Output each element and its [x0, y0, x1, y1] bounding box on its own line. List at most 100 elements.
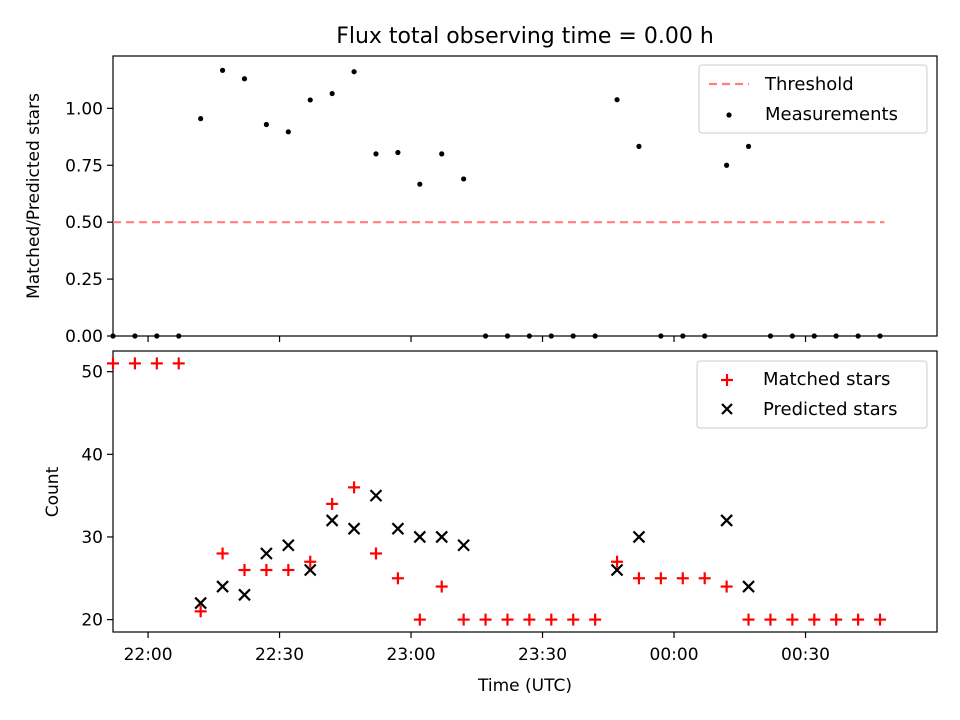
legend-measurements-label: Measurements: [765, 104, 898, 125]
matched-star-marker: [720, 580, 733, 593]
matched-star-marker: [216, 547, 229, 560]
predicted-star-marker: [369, 489, 383, 502]
bottom-plot-marks: [107, 357, 887, 626]
predicted-star-marker: [413, 530, 427, 544]
measurement-point: [241, 76, 248, 82]
matched-star-marker: [523, 613, 536, 626]
matched-star-marker: [369, 547, 382, 560]
matched-star-marker: [632, 572, 645, 585]
predicted-star-marker: [457, 538, 470, 552]
measurement-point: [198, 116, 204, 122]
measurement-point: [702, 333, 708, 339]
x-tick-label: 22:30: [255, 645, 304, 665]
measurement-point: [526, 333, 532, 339]
measurement-point: [176, 333, 182, 339]
measurement-point: [219, 67, 226, 73]
legend-predicted-label: Predicted stars: [763, 399, 897, 420]
legend-threshold-label: Threshold: [764, 74, 854, 95]
top-x-ticks: [147, 336, 807, 342]
predicted-star-marker: [260, 547, 273, 560]
legend-matched-label: Matched stars: [763, 369, 890, 390]
matched-star-marker: [194, 605, 207, 618]
measurement-point: [439, 151, 445, 157]
top-legend-box: [698, 64, 928, 134]
matched-star-marker: [764, 613, 777, 626]
predicted-star-marker: [632, 530, 646, 544]
top-y-axis-label: Matched/Predicted stars: [24, 93, 44, 299]
matched-star-marker: [107, 357, 119, 370]
measurement-point: [132, 333, 138, 339]
top-y-tick-label: 0.25: [65, 270, 103, 290]
predicted-star-marker: [742, 580, 755, 593]
measurement-point: [636, 143, 642, 149]
measurement-point: [789, 333, 795, 339]
measurement-point: [504, 333, 511, 339]
matched-star-marker: [567, 613, 580, 626]
top-panel: Matched/Predicted stars 0.00 0.25 0.50 0.75…: [24, 55, 938, 347]
measurement-point: [767, 333, 774, 339]
top-y-tick-label: 0.50: [65, 213, 103, 233]
matched-star-marker: [413, 613, 426, 626]
top-y-tick-label: 0.75: [65, 156, 103, 176]
matched-star-marker: [654, 572, 667, 585]
matched-star-marker: [589, 613, 602, 626]
matched-star-marker: [808, 613, 821, 626]
matched-star-marker: [348, 481, 361, 494]
bottom-axes-frame: [112, 350, 938, 633]
measurement-point: [614, 97, 620, 103]
measurement-point: [833, 333, 839, 339]
measurement-point: [548, 333, 554, 339]
measurement-point: [855, 333, 861, 339]
matched-star-marker: [326, 497, 339, 510]
x-tick-label: 00:00: [650, 645, 699, 665]
matched-star-marker: [874, 613, 887, 626]
measurement-point: [373, 151, 379, 157]
measurement-point: [745, 143, 752, 149]
x-axis-label: Time (UTC): [477, 676, 572, 696]
bottom-panel: Count Time (UTC) 20 30 40 50 22:00 22:30 23:0…: [43, 350, 938, 696]
predicted-star-marker: [325, 514, 339, 527]
measurement-point: [110, 333, 116, 339]
x-tick-label: 22:00: [124, 645, 173, 665]
matched-star-marker: [501, 613, 514, 626]
bottom-y-tick-label: 40: [81, 445, 103, 465]
bottom-x-ticks: 22:00 22:30 23:00 23:30 00:00 00:30: [124, 632, 830, 665]
matched-star-marker: [698, 572, 711, 585]
predicted-star-marker: [391, 522, 405, 535]
top-y-tick-label: 0.00: [65, 327, 103, 347]
legend-matched-swatch: [721, 374, 733, 386]
matched-star-marker: [545, 613, 558, 626]
predicted-star-marker: [435, 530, 449, 544]
matched-star-marker: [786, 613, 799, 626]
measurement-point: [724, 162, 730, 168]
x-tick-label: 23:30: [518, 645, 567, 665]
top-plot-marks: [110, 67, 885, 339]
matched-star-marker: [457, 613, 470, 626]
bottom-legend-box: [696, 360, 928, 429]
top-legend: Threshold Measurements: [698, 64, 928, 134]
predicted-star-marker: [194, 596, 207, 610]
bottom-y-tick-label: 50: [81, 363, 103, 383]
legend-predicted-swatch: [721, 403, 733, 415]
measurement-point: [154, 333, 160, 339]
measurement-point: [329, 90, 335, 97]
bottom-y-tick-label: 30: [81, 528, 103, 548]
matched-star-marker: [742, 613, 755, 626]
top-y-ticks: 0.00 0.25 0.50 0.75 1.00: [65, 99, 113, 347]
predicted-star-marker: [720, 514, 733, 527]
matched-star-marker: [435, 580, 448, 593]
matched-star-marker: [676, 572, 689, 585]
measurement-point: [482, 333, 489, 339]
measurement-point: [417, 181, 423, 187]
legend-measurements-swatch: [726, 112, 732, 118]
top-axes-frame: [112, 55, 938, 337]
predicted-star-marker: [303, 563, 317, 577]
top-y-tick-label: 1.00: [65, 99, 103, 119]
matched-star-marker: [304, 555, 317, 568]
measurement-point: [658, 333, 664, 339]
chart-title: Flux total observing time = 0.00 h: [336, 24, 714, 49]
measurement-point: [285, 129, 291, 135]
measurement-point: [811, 333, 817, 339]
bottom-y-axis-label: Count: [43, 466, 63, 517]
